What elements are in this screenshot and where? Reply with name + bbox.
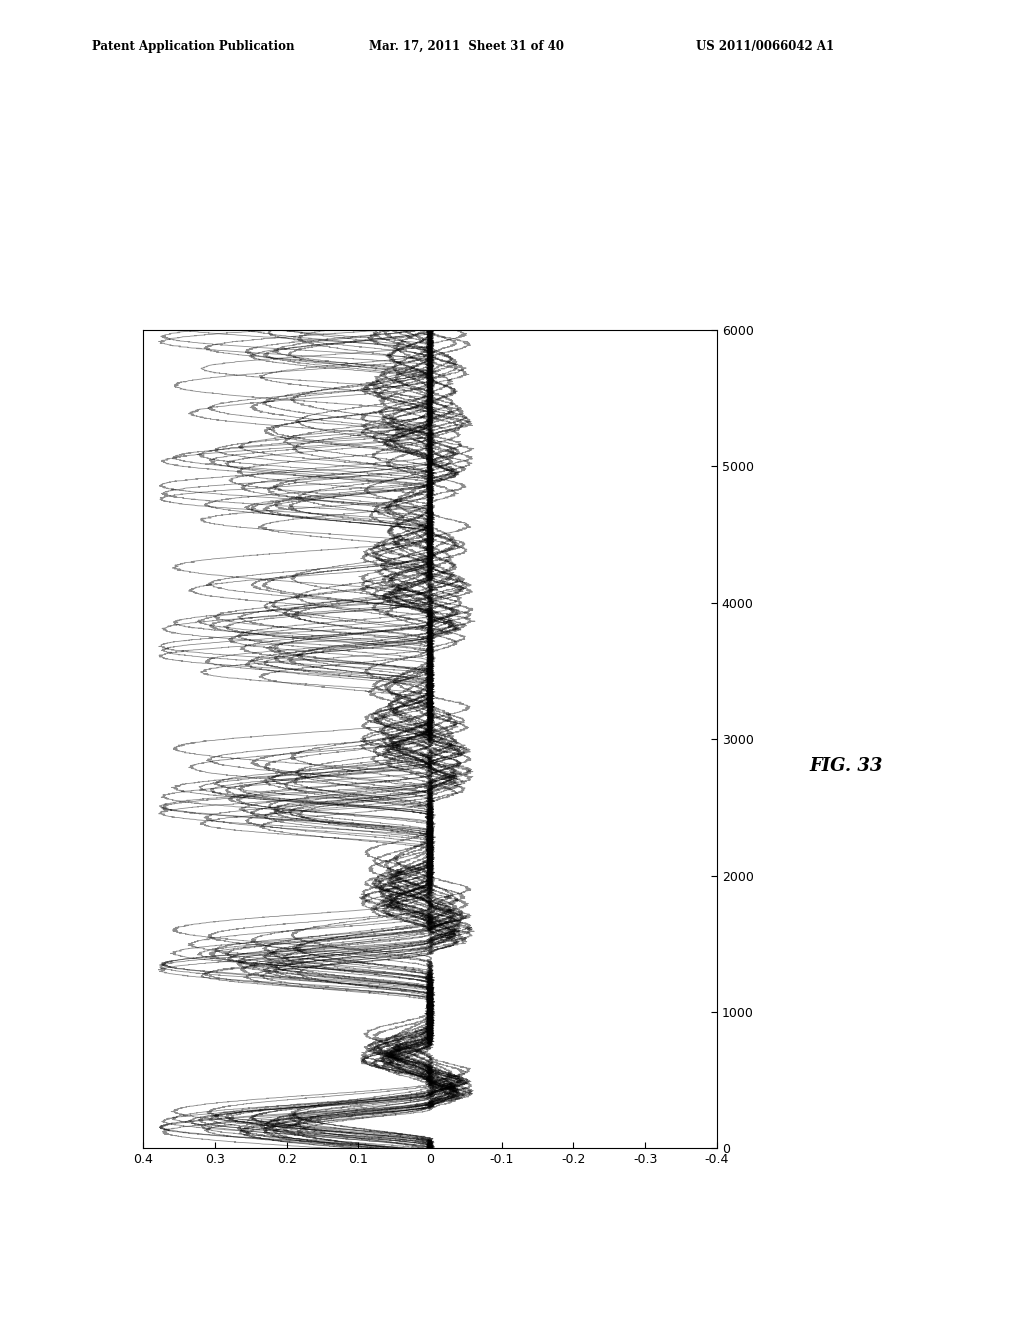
Text: Mar. 17, 2011  Sheet 31 of 40: Mar. 17, 2011 Sheet 31 of 40: [369, 40, 563, 53]
Text: Patent Application Publication: Patent Application Publication: [92, 40, 295, 53]
Text: US 2011/0066042 A1: US 2011/0066042 A1: [696, 40, 835, 53]
Text: FIG. 33: FIG. 33: [809, 758, 883, 775]
